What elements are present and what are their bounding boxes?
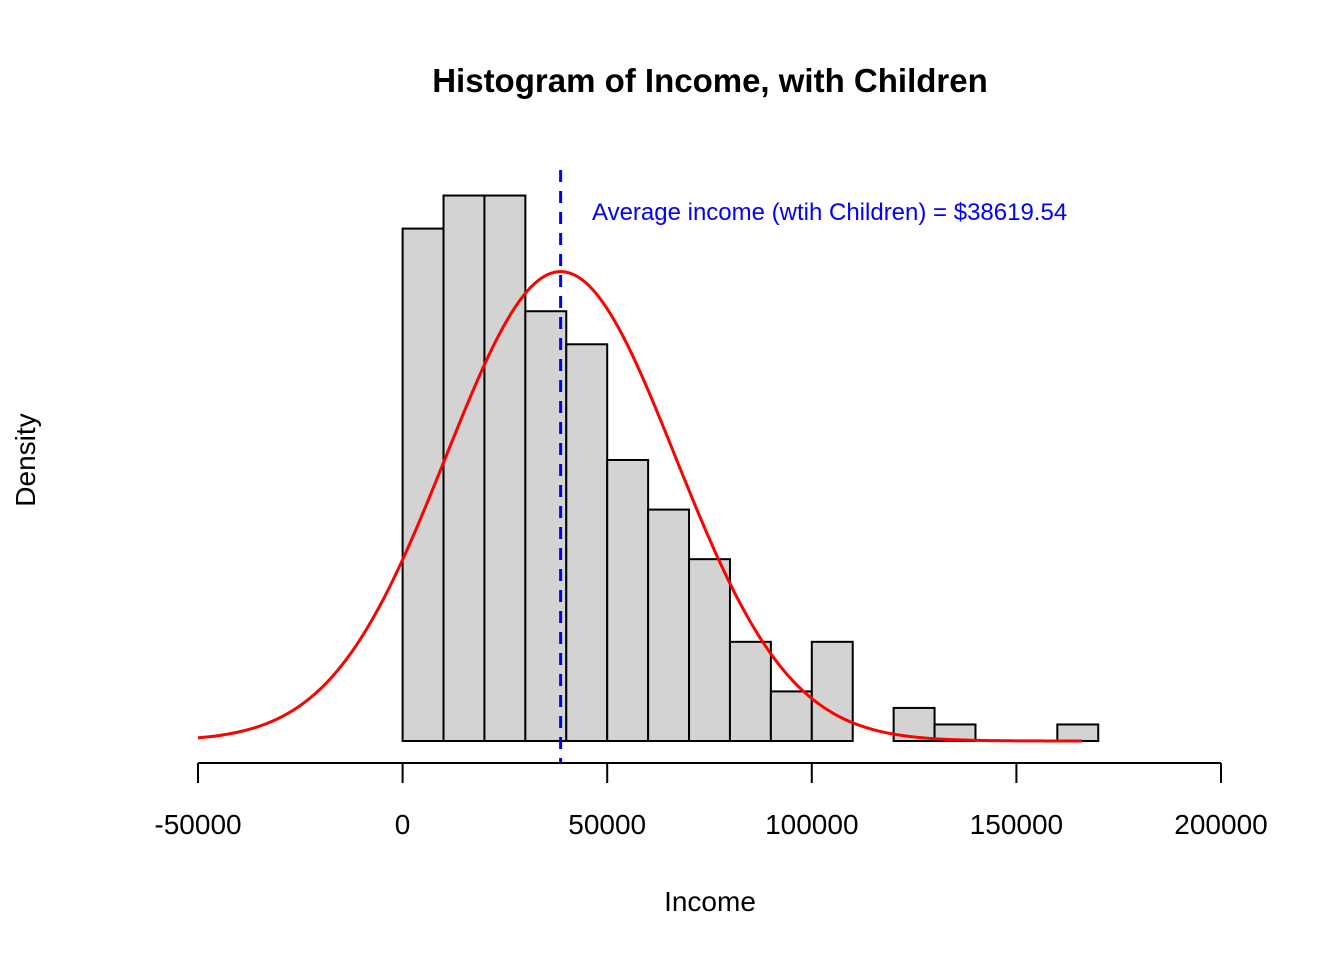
x-tick-label: -50000 [154, 809, 241, 840]
histogram-bar [565, 343, 609, 742]
x-tick-label: 100000 [765, 809, 858, 840]
normal-curve [197, 270, 1082, 743]
histogram-bar [1056, 723, 1100, 742]
histogram-bar [769, 690, 813, 742]
chart-title: Histogram of Income, with Children [432, 62, 988, 99]
histogram-bar [647, 508, 691, 742]
x-axis-label: Income [664, 886, 756, 917]
histogram-bar [401, 227, 445, 742]
x-tick-label: 50000 [568, 809, 646, 840]
histogram-bar [688, 558, 731, 742]
histogram-bars [401, 194, 1100, 743]
histogram-bar [483, 194, 527, 742]
x-tick-label: 0 [395, 809, 411, 840]
histogram-bar [810, 640, 854, 743]
histogram-bar [728, 640, 772, 743]
histogram-bar [606, 459, 650, 742]
x-tick-label: 150000 [970, 809, 1063, 840]
x-tick-label: 200000 [1174, 809, 1267, 840]
y-axis-label: Density [10, 413, 41, 506]
normal-curve-layer [197, 270, 1082, 743]
histogram-bar [442, 194, 486, 742]
x-axis: -50000 0 50000 100000 150000 200000 [154, 762, 1268, 840]
mean-annotation: Average income (wtih Children) = $38619.… [592, 199, 1067, 226]
